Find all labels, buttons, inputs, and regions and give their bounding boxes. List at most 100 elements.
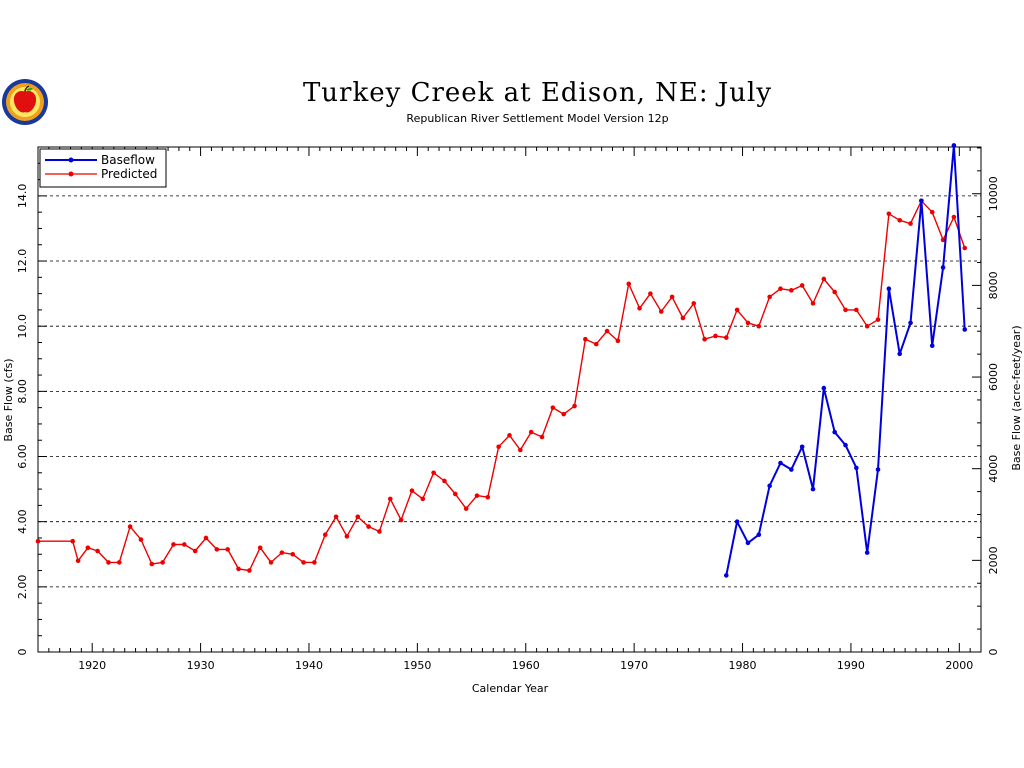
data-point-predicted <box>615 338 621 344</box>
data-point-baseflow <box>897 351 903 357</box>
y-tick-label: 10.0 <box>16 314 29 339</box>
data-point-baseflow <box>908 320 913 326</box>
data-point-predicted <box>572 403 577 409</box>
series-group <box>35 143 968 578</box>
data-point-baseflow <box>962 327 968 332</box>
data-point-predicted <box>333 514 339 520</box>
data-point-predicted <box>257 545 263 551</box>
data-point-predicted <box>626 281 632 287</box>
x-tick-label: 1950 <box>403 659 431 672</box>
y-right-tick-label: 2000 <box>987 546 1000 574</box>
data-point-baseflow <box>940 265 946 270</box>
legend: Baseflow Predicted <box>39 148 167 188</box>
data-point-predicted <box>138 537 144 542</box>
data-point-predicted <box>247 568 252 573</box>
data-point-predicted <box>658 309 664 314</box>
y-tick-label: 0 <box>16 649 29 656</box>
data-point-predicted <box>528 429 534 435</box>
data-point-predicted <box>377 529 382 534</box>
data-point-baseflow <box>832 429 837 435</box>
data-point-baseflow <box>799 444 805 450</box>
data-point-baseflow <box>789 467 794 472</box>
series-line-baseflow <box>725 144 966 576</box>
data-point-predicted <box>561 411 566 417</box>
data-point-baseflow <box>778 460 783 466</box>
data-point-baseflow <box>821 385 827 391</box>
data-point-predicted <box>734 307 740 313</box>
data-point-predicted <box>85 545 91 551</box>
data-point-baseflow <box>864 550 870 555</box>
data-point-predicted <box>832 289 837 295</box>
plot-frame <box>37 146 982 653</box>
data-point-baseflow <box>875 467 881 472</box>
data-point-predicted <box>344 534 350 539</box>
y-tick-label: 6.00 <box>16 444 29 469</box>
legend-box <box>39 148 167 188</box>
data-point-predicted <box>962 245 968 251</box>
data-point-predicted <box>929 209 935 215</box>
grid-lines <box>38 195 981 588</box>
y-tick-label: 12.0 <box>16 249 29 274</box>
data-point-predicted <box>583 336 588 342</box>
chart-subtitle: Republican River Settlement Model Versio… <box>406 112 669 125</box>
legend-predicted-marker <box>68 171 74 177</box>
data-point-baseflow <box>929 343 935 349</box>
data-point-predicted <box>669 294 675 300</box>
y-axis-label: Base Flow (cfs) <box>2 358 15 441</box>
y-axis-right: 0 2000 4000 6000 8000 10000 <box>972 147 1000 656</box>
data-point-predicted <box>225 547 230 552</box>
data-point-baseflow <box>843 442 848 448</box>
data-point-predicted <box>116 560 122 565</box>
data-point-predicted <box>35 538 41 544</box>
data-point-predicted <box>767 294 772 300</box>
x-tick-label: 1990 <box>837 659 865 672</box>
data-point-predicted <box>420 496 426 502</box>
data-point-predicted <box>756 323 762 329</box>
data-point-predicted <box>290 551 296 557</box>
data-point-predicted <box>648 291 653 296</box>
data-point-predicted <box>160 560 165 565</box>
data-point-predicted <box>702 336 707 342</box>
data-point-predicted <box>723 335 729 340</box>
data-point-predicted <box>864 323 870 329</box>
data-point-predicted <box>182 542 187 547</box>
data-point-predicted <box>908 221 913 226</box>
data-point-predicted <box>387 496 393 502</box>
x-axis-label: Calendar Year <box>472 682 549 695</box>
legend-baseflow-label: Baseflow <box>101 153 155 167</box>
data-point-predicted <box>106 560 111 565</box>
data-point-baseflow <box>723 573 729 578</box>
y-right-tick-label: 4000 <box>987 455 1000 483</box>
data-point-predicted <box>149 561 155 567</box>
data-point-predicted <box>312 560 317 565</box>
data-point-predicted <box>485 494 491 500</box>
data-point-predicted <box>843 307 848 313</box>
data-point-predicted <box>713 333 718 339</box>
data-point-predicted <box>507 433 512 438</box>
chart-title: Turkey Creek at Edison, NE: July <box>302 78 773 108</box>
data-point-predicted <box>940 237 946 243</box>
y-right-tick-label: 10000 <box>987 176 1000 211</box>
y-tick-label: 8.00 <box>16 379 29 404</box>
data-point-predicted <box>442 478 447 484</box>
y-tick-label: 14.0 <box>16 184 29 209</box>
y-right-tick-label: 0 <box>987 649 1000 656</box>
data-point-predicted <box>463 506 469 511</box>
data-point-predicted <box>70 538 75 544</box>
data-point-predicted <box>539 434 545 440</box>
data-point-predicted <box>518 447 523 453</box>
data-point-predicted <box>301 560 306 565</box>
x-tick-label: 1970 <box>620 659 648 672</box>
data-point-predicted <box>745 320 751 326</box>
data-point-predicted <box>236 566 241 572</box>
data-point-predicted <box>75 558 81 564</box>
y-axis-left: 0 2.00 4.00 6.00 8.00 10.0 12.0 14.0 <box>16 146 47 656</box>
y-tick-label: 4.00 <box>16 509 29 534</box>
data-point-predicted <box>691 301 697 306</box>
data-point-predicted <box>192 548 198 554</box>
legend-predicted-label: Predicted <box>101 167 157 181</box>
data-point-predicted <box>355 514 361 520</box>
series-line-predicted <box>38 200 966 572</box>
x-tick-label: 1980 <box>729 659 757 672</box>
data-point-predicted <box>550 405 556 410</box>
